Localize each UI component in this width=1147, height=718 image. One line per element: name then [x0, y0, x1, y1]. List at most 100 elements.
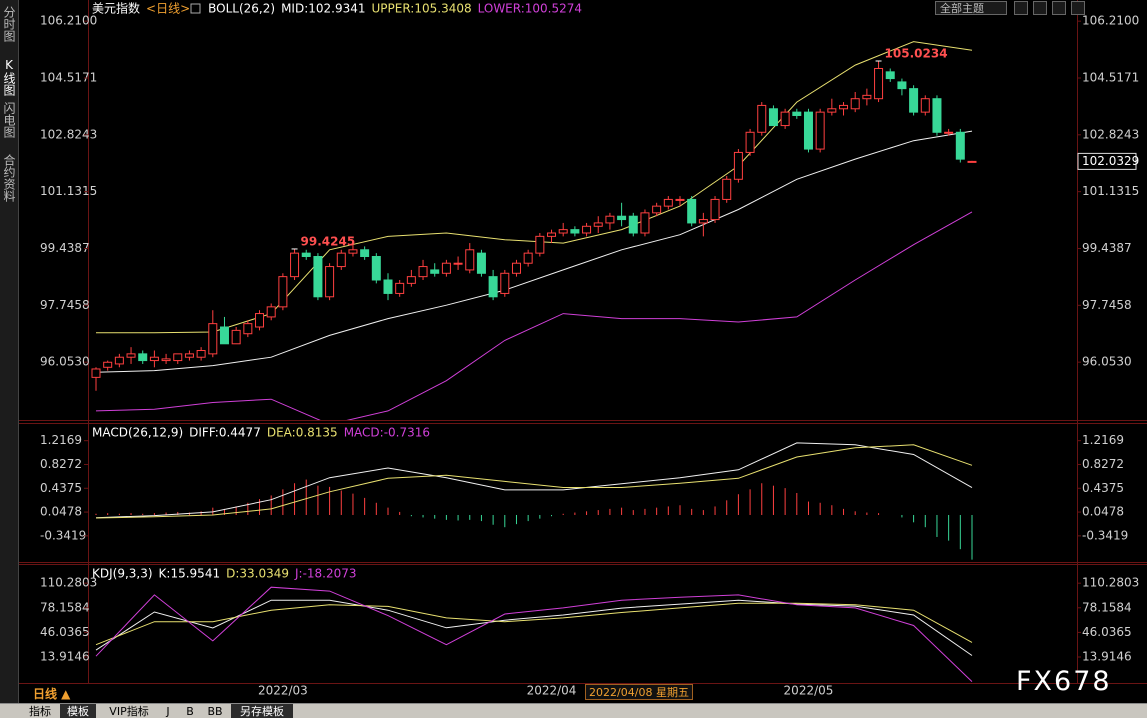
sidebar-tab[interactable]: 分时图 [2, 6, 16, 42]
panel-header: K:15.9541 [159, 567, 221, 581]
candle-body [617, 215, 627, 221]
candle-body [395, 282, 405, 294]
panel-header: 美元指数 [92, 1, 140, 16]
panel-header: LOWER:100.5274 [478, 2, 582, 16]
tab[interactable]: 另存模板 [231, 704, 293, 718]
candle-body [920, 98, 930, 113]
candle-body [967, 160, 977, 163]
indicator-line [95, 211, 973, 420]
candle-body [184, 353, 194, 358]
candle-body [418, 266, 428, 278]
sidebar-tab[interactable]: 合约资料 [2, 154, 16, 202]
candle-body [839, 104, 849, 110]
tab[interactable]: 指标 [29, 705, 51, 718]
candle-body [325, 266, 335, 298]
y-tick-label: 0.0478 [1082, 505, 1124, 519]
candle-body [383, 279, 393, 294]
y-tick-label: 102.8243 [40, 127, 97, 141]
y-tick-label: 1.2169 [1082, 433, 1124, 447]
indicator-line [95, 130, 973, 373]
x-tick-label: 2022/03 [258, 684, 308, 698]
layout-icon[interactable] [1052, 1, 1066, 15]
indicator-line [95, 444, 973, 519]
candle-body [173, 353, 183, 362]
watermark: FX678 [1016, 666, 1112, 697]
candle-body [582, 225, 592, 234]
candle-body [710, 198, 720, 221]
panel-header: MACD(26,12,9) [92, 426, 183, 440]
candle-body [535, 235, 545, 254]
panel-header: MACD:-0.7316 [344, 426, 430, 440]
candle-body [500, 272, 510, 294]
candle-body [231, 329, 241, 345]
candle-body [850, 98, 860, 110]
candle-body [722, 178, 732, 200]
candle-body [570, 229, 580, 234]
y-tick-label: 99.4387 [1082, 241, 1132, 255]
layout-icon[interactable] [1033, 1, 1047, 15]
y-tick-label: 0.8272 [1082, 457, 1124, 471]
theme-dropdown[interactable]: 全部主题 [935, 1, 1007, 15]
candle-body [336, 252, 346, 268]
y-tick-label: 1.2169 [40, 433, 82, 447]
high-label: 105.0234 [885, 46, 948, 60]
candle-body [138, 353, 148, 362]
candle-body [453, 262, 463, 265]
y-tick-label: 46.0365 [1082, 625, 1132, 639]
y-tick-label: 0.4375 [40, 481, 82, 495]
candle-body [757, 104, 767, 133]
panel-header: KDJ(9,3,3) [92, 567, 153, 581]
candle-body [348, 249, 358, 254]
candle-body [371, 255, 381, 281]
y-tick-label: 106.2100 [40, 14, 97, 28]
indicator-line [95, 602, 973, 646]
candle-body [652, 205, 662, 214]
indicator-line [96, 41, 973, 334]
sidebar: 分时图 K线图 闪电图 合约资料 [0, 0, 19, 703]
sidebar-tab[interactable]: 闪电图 [2, 102, 16, 138]
candle-body [815, 111, 825, 150]
panel-header: BOLL(26,2) [208, 2, 275, 16]
tab[interactable]: 模板 [60, 704, 96, 718]
candle-body [161, 358, 171, 362]
high-label: 99.4245 [301, 234, 356, 248]
candle-body [944, 131, 954, 134]
y-tick-label: 101.1315 [40, 184, 97, 198]
tab[interactable]: BB [207, 705, 223, 718]
tab[interactable]: J [166, 705, 170, 718]
candle-body [827, 108, 837, 113]
frame [18, 0, 1147, 684]
candle-body [511, 262, 521, 274]
candle-body [523, 252, 533, 264]
candle-body [290, 252, 300, 278]
y-tick-label: 101.1315 [1082, 184, 1139, 198]
tab[interactable]: B [186, 705, 194, 718]
candle-body [196, 350, 206, 358]
sidebar-tab[interactable]: K线图 [2, 58, 16, 96]
panel-header: J:-18.2073 [294, 567, 357, 581]
y-tick-label: 97.7458 [40, 298, 90, 312]
y-tick-label: -0.3419 [40, 528, 86, 542]
indicator-line [95, 586, 973, 682]
candle-body [897, 81, 907, 90]
candle-body [465, 249, 475, 271]
candle-body [301, 252, 311, 257]
layout-icon[interactable] [1071, 1, 1085, 15]
candle-body [628, 215, 638, 234]
candle-body [441, 262, 451, 274]
candle-body [698, 219, 708, 224]
candle-body [768, 108, 778, 127]
candle-body [675, 198, 685, 201]
candle-body [255, 313, 265, 328]
candle-body [862, 94, 872, 100]
candle-body [687, 198, 697, 224]
candle-body [932, 98, 942, 133]
candle-body [547, 232, 557, 237]
candle-body [91, 368, 101, 378]
x-tick-label: 2022/04 [527, 684, 577, 698]
y-tick-label: 110.2803 [40, 576, 97, 590]
period-selector[interactable]: 日线 ▲ [33, 687, 71, 701]
layout-icon[interactable] [1014, 1, 1028, 15]
tab[interactable]: VIP指标 [109, 705, 149, 718]
